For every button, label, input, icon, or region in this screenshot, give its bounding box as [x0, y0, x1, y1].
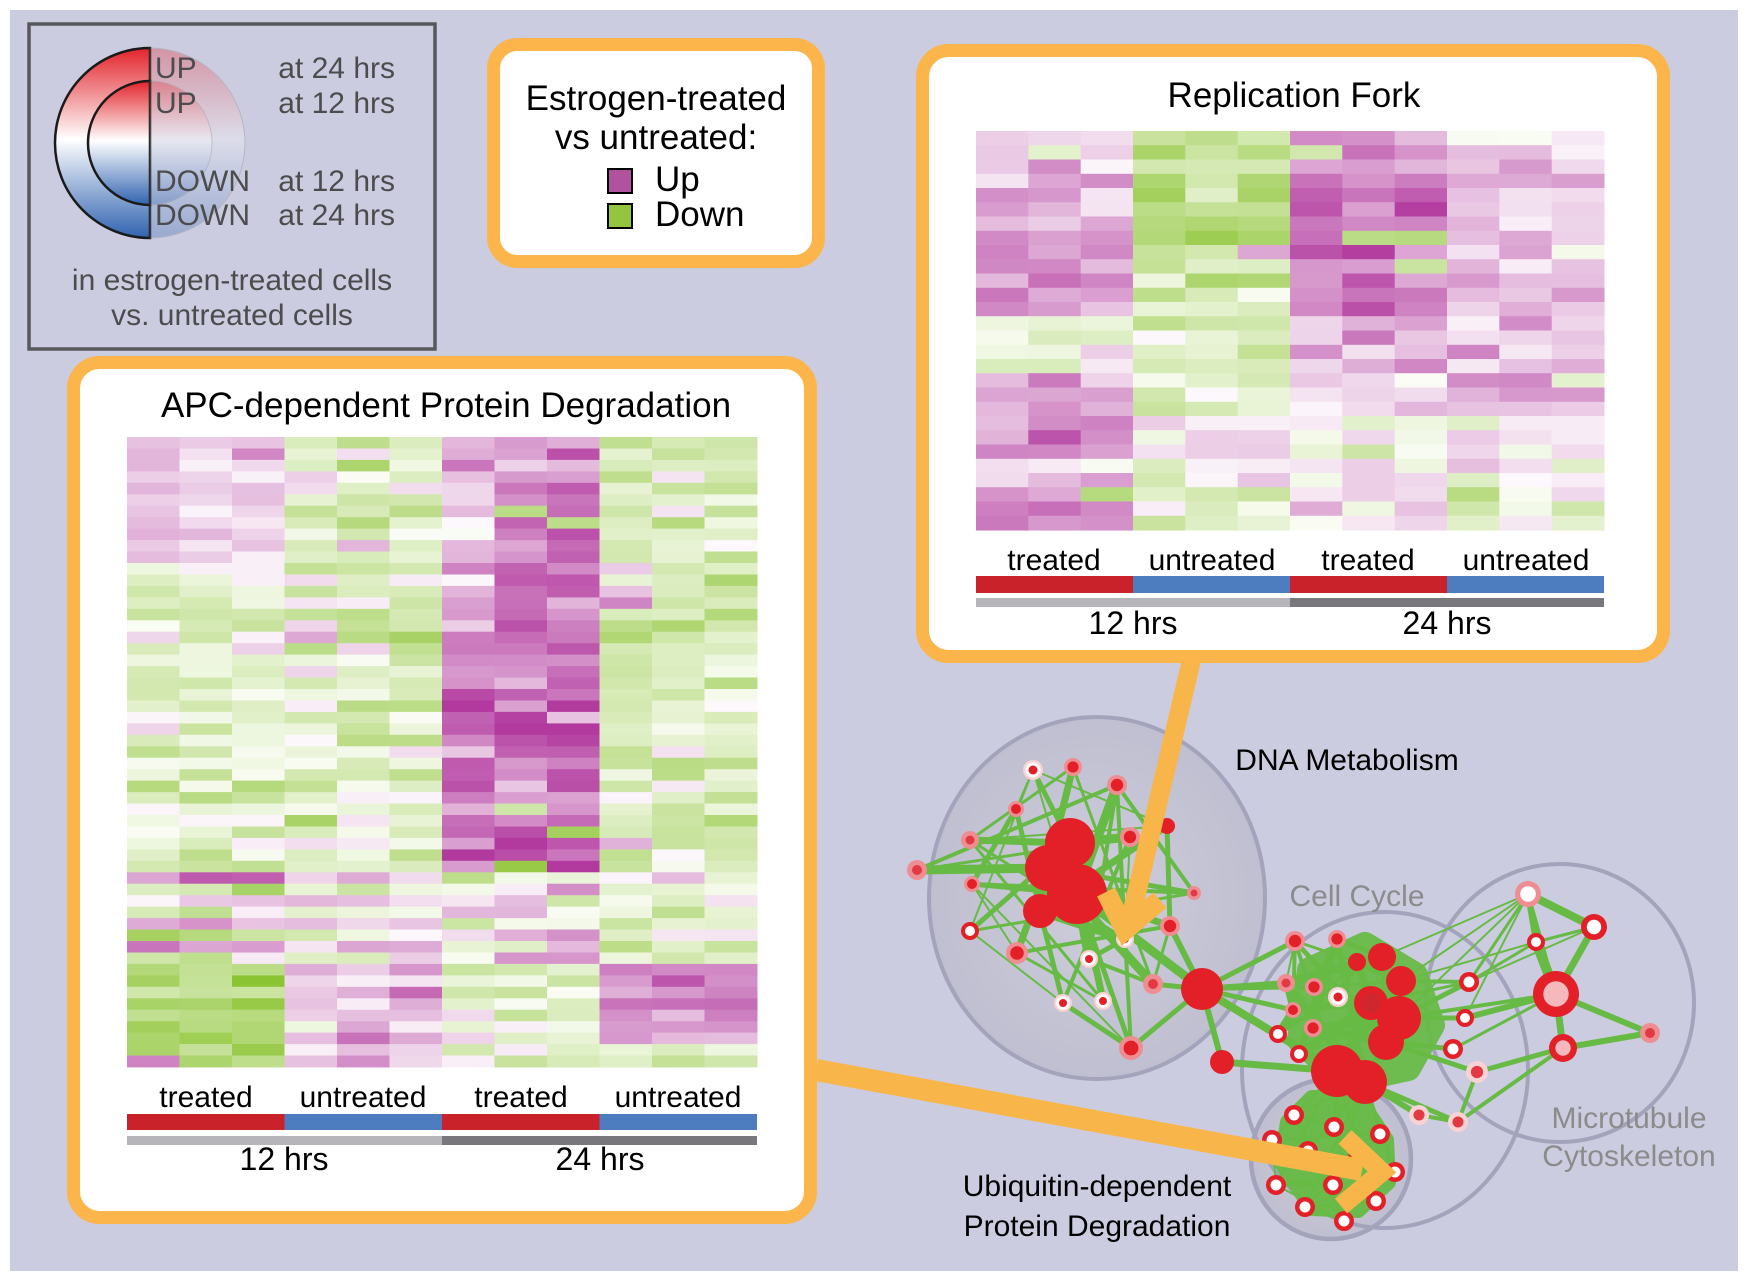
- svg-text:DNA Metabolism: DNA Metabolism: [1235, 744, 1458, 777]
- svg-text:UP: UP: [155, 87, 197, 120]
- svg-text:12 hrs: 12 hrs: [240, 1141, 329, 1177]
- svg-text:untreated: untreated: [300, 1081, 427, 1114]
- svg-text:12 hrs: 12 hrs: [1089, 605, 1178, 641]
- svg-text:untreated: untreated: [615, 1081, 742, 1114]
- svg-text:treated: treated: [1007, 544, 1100, 577]
- svg-text:at 24 hrs: at 24 hrs: [278, 199, 395, 232]
- svg-text:24 hrs: 24 hrs: [1403, 605, 1492, 641]
- svg-text:Cytoskeleton: Cytoskeleton: [1542, 1140, 1715, 1173]
- svg-text:Down: Down: [655, 195, 744, 234]
- svg-text:in estrogen-treated cells: in estrogen-treated cells: [72, 264, 392, 297]
- svg-text:Up: Up: [655, 160, 700, 199]
- svg-text:DOWN: DOWN: [155, 199, 250, 232]
- svg-text:treated: treated: [1321, 544, 1414, 577]
- svg-text:untreated: untreated: [1463, 544, 1590, 577]
- svg-text:at 12 hrs: at 12 hrs: [278, 87, 395, 120]
- svg-text:24 hrs: 24 hrs: [556, 1141, 645, 1177]
- svg-text:APC-dependent Protein Degradat: APC-dependent Protein Degradation: [161, 386, 731, 425]
- svg-text:vs untreated:: vs untreated:: [555, 118, 757, 157]
- svg-text:Ubiquitin-dependent: Ubiquitin-dependent: [963, 1170, 1232, 1203]
- svg-text:Replication Fork: Replication Fork: [1168, 76, 1421, 115]
- svg-text:Cell Cycle: Cell Cycle: [1289, 880, 1424, 913]
- svg-text:treated: treated: [159, 1081, 252, 1114]
- svg-text:UP: UP: [155, 52, 197, 85]
- svg-text:Estrogen-treated: Estrogen-treated: [526, 79, 787, 118]
- svg-text:Protein Degradation: Protein Degradation: [964, 1210, 1231, 1243]
- svg-text:vs. untreated cells: vs. untreated cells: [111, 299, 353, 332]
- svg-text:DOWN: DOWN: [155, 165, 250, 198]
- svg-text:Microtubule: Microtubule: [1551, 1102, 1706, 1135]
- svg-text:treated: treated: [474, 1081, 567, 1114]
- svg-text:at 12 hrs: at 12 hrs: [278, 165, 395, 198]
- svg-text:at 24 hrs: at 24 hrs: [278, 52, 395, 85]
- svg-text:untreated: untreated: [1149, 544, 1276, 577]
